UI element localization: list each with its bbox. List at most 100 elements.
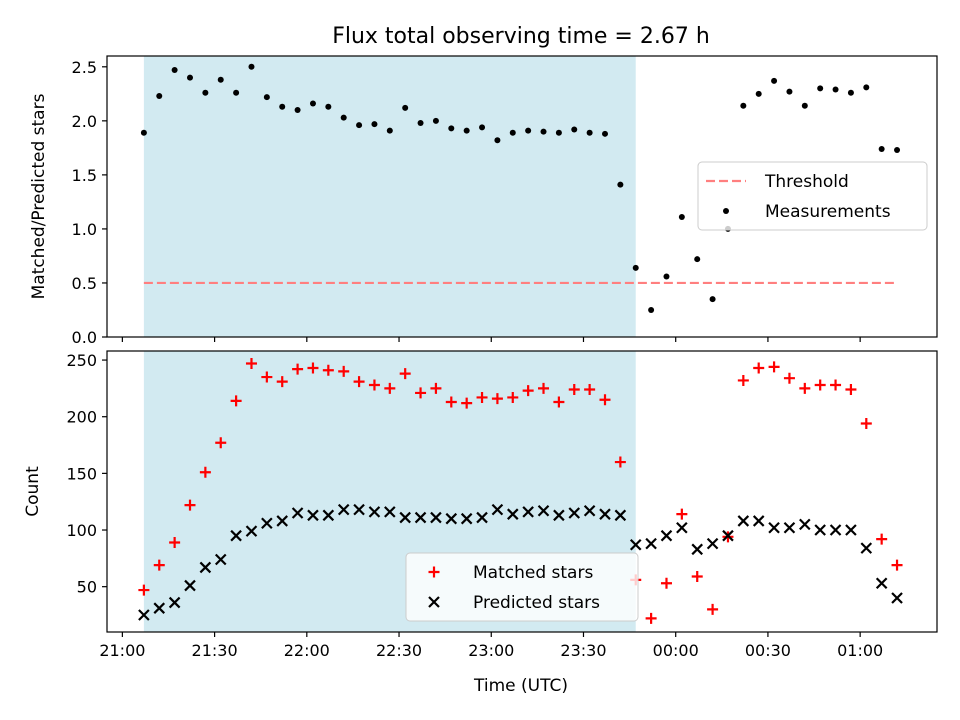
data-point xyxy=(830,379,842,391)
data-point xyxy=(632,264,639,271)
data-point xyxy=(663,273,670,280)
data-point xyxy=(414,511,427,524)
data-point xyxy=(522,385,534,397)
data-point xyxy=(307,362,319,374)
data-point xyxy=(491,503,504,516)
data-point xyxy=(415,387,427,399)
data-point xyxy=(399,511,411,524)
data-point xyxy=(522,506,534,518)
data-point xyxy=(199,466,211,478)
y-tick-label: 0.0 xyxy=(72,328,97,347)
data-point xyxy=(445,512,458,525)
legend: Matched stars Predicted stars xyxy=(405,552,639,622)
x-tick-label: 01:00 xyxy=(837,641,883,660)
data-point xyxy=(817,85,824,92)
data-point xyxy=(507,391,519,403)
data-point xyxy=(430,382,442,394)
y-tick-label: 2.0 xyxy=(72,112,97,131)
data-point xyxy=(386,127,393,134)
data-point xyxy=(829,524,842,536)
data-point xyxy=(402,104,409,111)
data-point xyxy=(276,515,288,527)
data-point xyxy=(322,509,335,522)
data-point xyxy=(507,508,519,520)
data-point xyxy=(460,512,473,525)
data-point xyxy=(538,382,550,394)
data-point xyxy=(845,524,857,536)
data-point xyxy=(875,577,888,590)
data-point xyxy=(491,393,503,405)
data-point xyxy=(691,570,703,582)
y-tick-label: 0.5 xyxy=(72,274,97,293)
data-point xyxy=(353,376,365,388)
data-point xyxy=(368,506,381,518)
data-point xyxy=(783,521,796,534)
data-point xyxy=(263,94,270,101)
data-point xyxy=(153,602,166,614)
data-point xyxy=(553,396,565,408)
data-point xyxy=(199,561,212,574)
x-tick-label: 00:30 xyxy=(745,641,791,660)
data-point xyxy=(184,579,196,592)
data-point xyxy=(445,396,457,408)
data-point xyxy=(814,524,826,536)
series-predicted-stars xyxy=(138,503,903,621)
x-axis-label: Time (UTC) xyxy=(473,676,568,696)
legend-label: Predicted stars xyxy=(473,593,600,613)
data-point xyxy=(894,147,901,154)
x-tick-label: 23:30 xyxy=(560,641,606,660)
data-point xyxy=(233,89,240,96)
data-point xyxy=(614,509,627,522)
data-point xyxy=(337,503,350,516)
data-point xyxy=(599,394,611,406)
data-point xyxy=(187,74,193,81)
data-point xyxy=(694,256,701,263)
data-point xyxy=(307,509,319,522)
data-point xyxy=(860,418,872,430)
data-point xyxy=(476,511,488,524)
data-point xyxy=(169,536,181,548)
data-point xyxy=(261,517,273,530)
data-point xyxy=(184,499,196,511)
data-point xyxy=(276,376,288,388)
data-point xyxy=(230,529,242,542)
legend-plus-swatch xyxy=(428,566,440,578)
data-point xyxy=(353,503,365,516)
data-point xyxy=(614,456,626,468)
panel-count: 50 100 150 200 250 21:00 21:30 22:00 22:30 23:00 2… xyxy=(23,350,938,660)
data-point xyxy=(338,365,350,377)
data-point xyxy=(217,76,224,83)
data-point xyxy=(814,379,826,391)
data-point xyxy=(509,129,516,136)
data-point xyxy=(430,511,442,524)
x-tick-label: 21:00 xyxy=(99,641,145,660)
series-measurements xyxy=(140,63,901,313)
data-point xyxy=(356,122,363,129)
data-point xyxy=(448,125,455,132)
legend-label: Matched stars xyxy=(473,563,593,583)
data-point xyxy=(737,515,750,527)
legend-x-swatch xyxy=(428,596,440,608)
data-point xyxy=(153,559,165,571)
data-point xyxy=(891,592,903,604)
y-tick-label: 250 xyxy=(66,351,97,370)
shaded-interval xyxy=(143,56,636,337)
data-point xyxy=(168,596,181,609)
data-point xyxy=(325,103,332,110)
y-tick-label: 50 xyxy=(77,578,97,597)
data-point xyxy=(707,603,719,615)
data-point xyxy=(676,508,688,520)
data-point xyxy=(245,357,257,369)
data-point xyxy=(322,364,334,376)
data-point xyxy=(676,521,688,534)
x-tick-label: 00:00 xyxy=(653,641,699,660)
x-tick-label: 23:00 xyxy=(468,641,514,660)
data-point xyxy=(860,542,873,554)
data-point xyxy=(863,84,870,91)
data-point xyxy=(540,128,547,135)
x-tick-label: 22:00 xyxy=(284,641,330,660)
data-point xyxy=(799,382,811,394)
data-point xyxy=(801,102,808,109)
x-tick-label: 21:30 xyxy=(192,641,238,660)
